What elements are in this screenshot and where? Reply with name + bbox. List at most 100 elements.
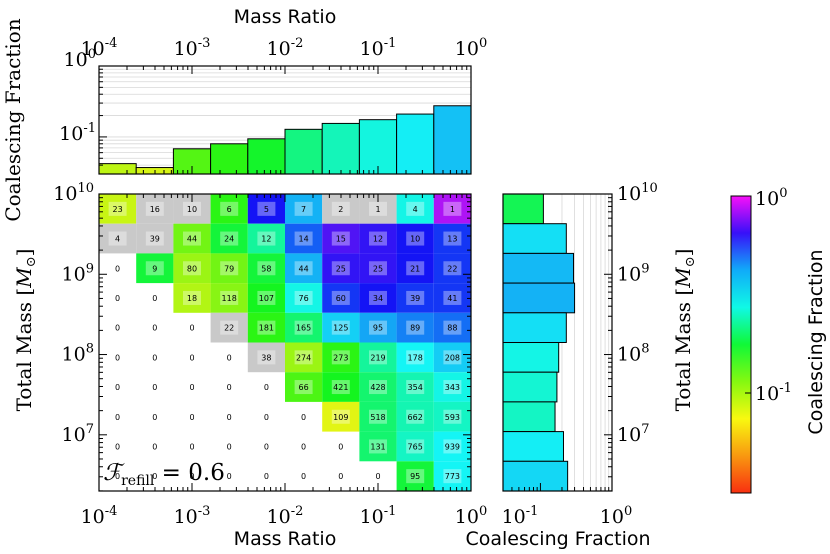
heatmap-count-label: 4 [115,235,120,244]
heatmap-ytick-labels: 107 108 109 1010 [53,181,94,446]
heatmap-ylabel: Total Mass [M⊙] [12,249,39,412]
heatmap-count-box [443,290,462,305]
top-histogram-ticks [98,65,472,175]
heatmap-count-label: 208 [445,353,460,362]
heatmap-cell [359,283,397,313]
heatmap-cell [433,223,471,254]
heatmap-count-label: 0 [338,472,343,481]
heatmap-xlabel: Mass Ratio [234,528,337,550]
heatmap-cell [433,194,471,224]
heatmap-count-label: 58 [261,264,271,273]
heatmap-count-box [257,201,276,216]
heatmap-cell [433,401,471,432]
heatmap-count-box [331,261,350,276]
heatmap-count-label: 0 [375,472,380,481]
top-histogram-bar [433,105,472,175]
top-histogram-bar [396,113,435,175]
right-histogram-ytick-labels: 107 108 109 1010 [617,181,658,446]
heatmap-cell [322,312,360,343]
right-ytick-label: 107 [617,422,649,446]
heatmap-count-box [443,231,462,246]
heatmap-count-label: 0 [338,442,343,451]
heatmap-count-label: 773 [445,472,460,481]
heatmap-count-label: 0 [115,353,120,362]
heatmap-ytick-label: 108 [62,342,94,366]
heatmap-cell [210,253,248,284]
heatmap-count-label: 0 [115,294,120,303]
heatmap-count-label: 0 [301,413,306,422]
heatmap-count-box [369,350,387,365]
heatmap-count-box [443,350,462,365]
heatmap-count-box [220,320,239,335]
heatmap-count-box [108,201,127,216]
heatmap-count-label: 0 [152,472,157,481]
heatmap-xtick-label: 10-1 [360,504,397,528]
heatmap-cell [433,431,471,462]
main-heatmap: 23 16 10 6 5 7 2 1 4 14 39 44 24 12 14 15 12 10 130 9 80 79 58… [12,181,487,550]
heatmap-count-label: 12 [261,235,271,244]
heatmap-count-box [331,201,350,216]
heatmap-count-label: 34 [373,294,383,303]
heatmap-count-box [406,231,425,246]
heatmap-count-box [331,380,350,395]
heatmap-cell [433,372,471,402]
heatmap-count-label: 10 [410,235,420,244]
colorbar-label: Coalescing Fraction [805,249,827,434]
heatmap-count-label: 0 [264,472,269,481]
heatmap-cell [396,312,434,343]
heatmap-count-label: 0 [115,383,120,392]
heatmap-count-box [369,320,387,335]
heatmap-count-label: 44 [187,235,197,244]
heatmap-count-label: 13 [447,235,457,244]
heatmap-cell [173,223,211,254]
heatmap-count-label: 273 [333,353,348,362]
heatmap-cell [99,194,137,224]
heatmap-count-box [257,261,276,276]
right-histogram-ticks [502,193,613,492]
heatmap-count-label: 10 [187,205,197,214]
heatmap-count-label: 274 [296,353,311,362]
heatmap-cell [285,283,323,313]
top-histogram-bar [358,119,398,175]
heatmap-count-label: 0 [189,413,194,422]
heatmap-count-label: 662 [408,413,423,422]
heatmap-count-label: 181 [259,324,274,333]
heatmap-cell [396,401,434,432]
heatmap-count-label: 0 [227,383,232,392]
heatmap-count-box [443,201,462,216]
top-ytick-label-2: 10-1 [59,121,96,145]
heatmap-count-box [443,320,462,335]
right-ytick-label: 1010 [617,181,658,205]
right-histogram-ylabel: Total Mass [M⊙] [671,249,698,412]
heatmap-count-label: 16 [150,205,160,214]
heatmap-cell [322,253,360,284]
heatmap-count-label: 2 [338,205,343,214]
heatmap-count-box [145,261,164,276]
heatmap-cell [285,342,323,373]
heatmap-count-label: 39 [410,294,420,303]
heatmap-count-label: 79 [224,264,234,273]
heatmap-cell [433,312,471,343]
heatmap-count-box [294,231,313,246]
top-histogram-bars [98,105,472,175]
heatmap-count-box [443,380,462,395]
heatmap-count-label: 0 [152,413,157,422]
heatmap-cell [396,342,434,373]
heatmap-count-label: 0 [115,472,120,481]
heatmap-xtick-label: 10-2 [267,504,304,528]
heatmap-count-label: 219 [370,353,385,362]
heatmap-count-label: 421 [333,383,348,392]
heatmap-count-box [294,320,313,335]
heatmap-count-box [443,469,462,484]
heatmap-count-box [257,231,276,246]
heatmap-count-label: 6 [227,205,232,214]
heatmap-count-label: 0 [264,413,269,422]
heatmap-count-label: 0 [227,472,232,481]
top-xtick-labels: 10-4 10-3 10-2 10-1 100 [81,36,488,60]
heatmap-count-label: 109 [333,413,348,422]
heatmap-cell [396,253,434,284]
heatmap-count-box [406,290,425,305]
heatmap-count-label: 9 [152,264,157,273]
top-ytick-label-1: 100 [64,47,96,71]
heatmap-count-label: 0 [227,353,232,362]
